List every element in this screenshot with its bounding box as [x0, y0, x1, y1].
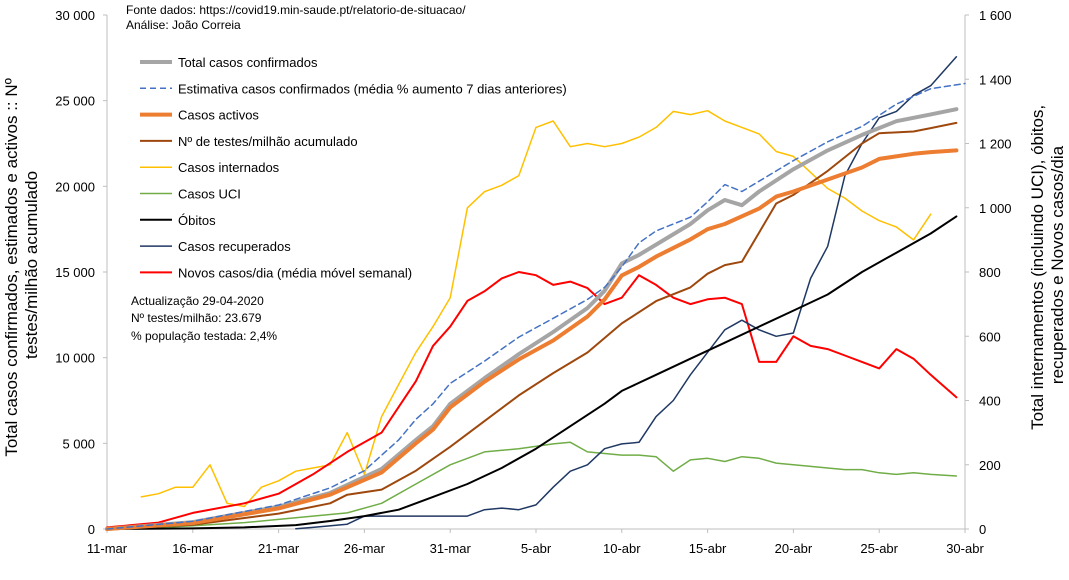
left-axis-title: Total casos confirmados, estimados e act…: [2, 73, 41, 456]
right-tick-label: 1 600: [979, 8, 1012, 23]
bottom-axis: 11-mar 16-mar 21-mar 26-mar 31-mar 5-abr 10-ab…: [87, 529, 984, 556]
right-tick-label: 1 200: [979, 137, 1012, 152]
left-tick-label: 20 000: [55, 179, 95, 194]
legend-entry: Nº de testes/milhão acumulado: [178, 134, 358, 149]
series-line-6: [106, 215, 958, 530]
source-line: Fonte dados: https://covid19.min-saude.p…: [126, 3, 466, 17]
x-tick-label: 11-mar: [87, 541, 128, 556]
series-line-7: [295, 56, 958, 530]
left-axis: 0 5 000 10 000 15 000 20 000 25 000 30 000: [55, 8, 107, 537]
legend-entry: Estimativa casos confirmados (média % au…: [178, 81, 567, 96]
series-line-2: [105, 148, 959, 531]
legend-entry: Total casos confirmados: [178, 55, 318, 70]
right-tick-label: 0: [979, 522, 986, 537]
legend-entry: Casos recuperados: [178, 239, 291, 254]
series-line-0: [105, 107, 959, 531]
left-tick-label: 15 000: [55, 265, 95, 280]
left-tick-label: 25 000: [55, 94, 95, 109]
series-line-4: [140, 109, 932, 508]
series-line-1: [106, 82, 966, 530]
legend-entry: Óbitos: [178, 213, 216, 228]
x-tick-label: 26-mar: [344, 541, 386, 556]
legend: Total casos confirmados Estimativa casos …: [140, 55, 567, 280]
right-tick-label: 200: [979, 458, 1001, 473]
update-note: Actualização 29-04-2020: [131, 294, 264, 308]
legend-entry: Novos casos/dia (média móvel semanal): [178, 265, 412, 280]
population-tested-note: % população testada: 2,4%: [131, 329, 277, 343]
right-tick-label: 1 000: [979, 201, 1012, 216]
x-tick-label: 21-mar: [258, 541, 300, 556]
left-tick-label: 30 000: [55, 8, 95, 23]
x-tick-label: 20-abr: [775, 541, 813, 556]
x-tick-label: 16-mar: [172, 541, 214, 556]
x-tick-label: 30-abr: [946, 541, 984, 556]
analysis-line: Análise: João Correia: [126, 18, 241, 32]
legend-entry: Casos internados: [178, 160, 280, 175]
right-tick-label: 600: [979, 329, 1001, 344]
series-line-5: [140, 441, 958, 530]
series-line-3: [106, 121, 958, 530]
tests-per-million-note: Nº testes/milhão: 23.679: [131, 311, 262, 325]
left-tick-label: 10 000: [55, 351, 95, 366]
x-tick-label: 10-abr: [603, 541, 641, 556]
right-axis: 0 200 400 600 800 1 000 1 200 1 400 1 600: [965, 8, 1012, 537]
right-tick-label: 400: [979, 394, 1001, 409]
legend-entry: Casos activos: [178, 108, 259, 123]
x-tick-label: 31-mar: [430, 541, 472, 556]
x-tick-label: 25-abr: [860, 541, 898, 556]
right-tick-label: 800: [979, 265, 1001, 280]
left-tick-label: 5 000: [62, 436, 95, 451]
left-tick-label: 0: [88, 522, 95, 537]
x-tick-label: 5-abr: [521, 541, 552, 556]
series-layer: [105, 56, 966, 531]
x-tick-label: 15-abr: [689, 541, 727, 556]
series-line-8: [106, 271, 958, 529]
legend-entry: Casos UCI: [178, 187, 241, 202]
right-axis-title: Total internamentos (incluindo UCI), óbi…: [1028, 100, 1067, 430]
right-tick-label: 1 400: [979, 72, 1012, 87]
